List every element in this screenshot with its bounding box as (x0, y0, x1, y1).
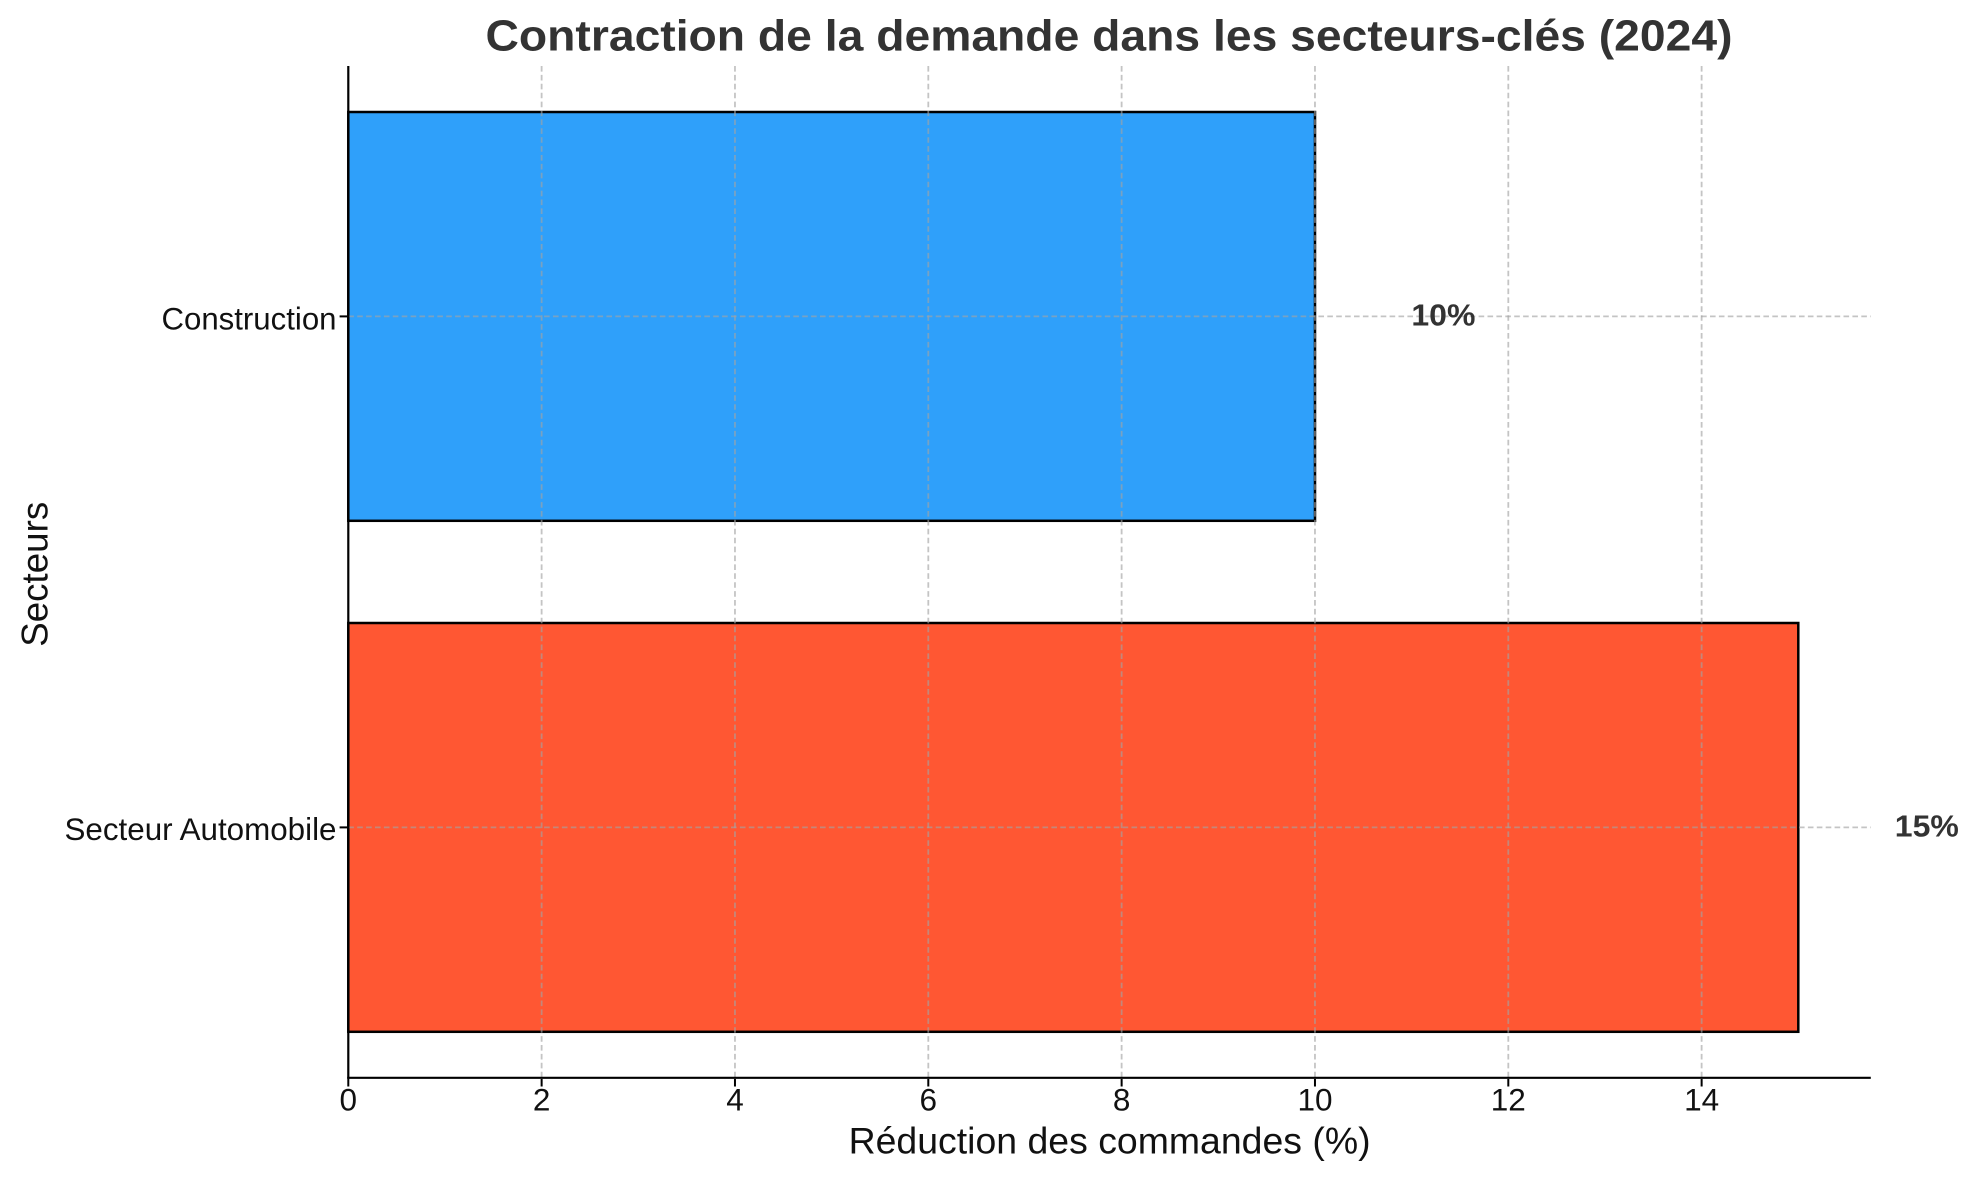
svg-text:0: 0 (340, 1081, 358, 1117)
svg-text:12: 12 (1491, 1081, 1526, 1117)
svg-text:Construction: Construction (162, 301, 337, 337)
svg-text:2: 2 (533, 1081, 551, 1117)
svg-text:6: 6 (920, 1081, 938, 1117)
svg-text:Contraction de la demande dans: Contraction de la demande dans les secte… (486, 12, 1733, 61)
svg-text:Réduction des commandes (%): Réduction des commandes (%) (849, 1119, 1371, 1161)
svg-text:Secteurs: Secteurs (14, 502, 56, 647)
svg-text:8: 8 (1113, 1081, 1131, 1117)
svg-text:15%: 15% (1895, 809, 1959, 843)
svg-text:14: 14 (1684, 1081, 1719, 1117)
svg-text:10%: 10% (1411, 298, 1475, 332)
svg-text:4: 4 (726, 1081, 744, 1117)
svg-text:Secteur Automobile: Secteur Automobile (65, 811, 337, 847)
svg-text:10: 10 (1297, 1081, 1332, 1117)
